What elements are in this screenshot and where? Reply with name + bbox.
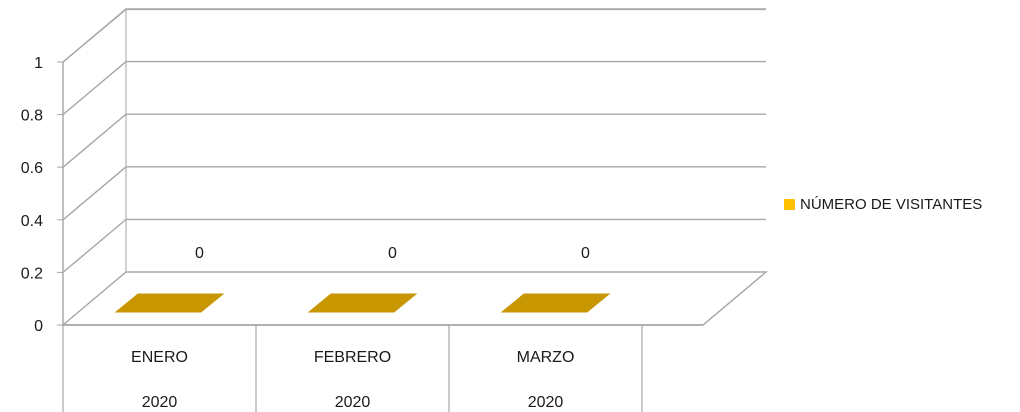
y-tick-label: 0: [34, 318, 43, 335]
category-label: MARZO: [517, 349, 575, 366]
category-year-label: 2020: [335, 394, 371, 411]
legend-swatch: [784, 199, 795, 210]
y-tick-label: 0.4: [21, 213, 43, 230]
gridline: [62, 8, 127, 63]
category-label: FEBRERO: [314, 349, 391, 366]
gridline: [62, 218, 766, 273]
category-label: ENERO: [131, 349, 188, 366]
data-label: 0: [195, 245, 204, 262]
y-tick-label: 0.8: [21, 108, 43, 125]
gridline: [62, 60, 766, 116]
y-axis-ticks: 0 0.2 0.4 0.6 0.8 1: [21, 55, 64, 335]
legend-label: NÚMERO DE VISITANTES: [800, 196, 983, 213]
data-label: 0: [388, 245, 397, 262]
category-year-label: 2020: [528, 394, 564, 411]
gridlines: [62, 8, 766, 273]
bars: [114, 293, 611, 313]
legend: NÚMERO DE VISITANTES: [784, 196, 982, 213]
y-tick-label: 1: [34, 55, 43, 72]
y-tick-label: 0.2: [21, 265, 43, 282]
gridline: [62, 166, 766, 221]
bar: [114, 293, 225, 313]
gridline: [62, 113, 766, 168]
y-tick-label: 0.6: [21, 160, 43, 177]
data-labels: 0 0 0: [195, 245, 590, 262]
x-axis: ENERO 2020 FEBRERO 2020 MARZO 2020: [62, 324, 703, 412]
gridline: [62, 8, 766, 63]
bar: [500, 293, 611, 313]
data-label: 0: [581, 245, 590, 262]
category-year-label: 2020: [142, 394, 178, 411]
bar: [307, 293, 418, 313]
